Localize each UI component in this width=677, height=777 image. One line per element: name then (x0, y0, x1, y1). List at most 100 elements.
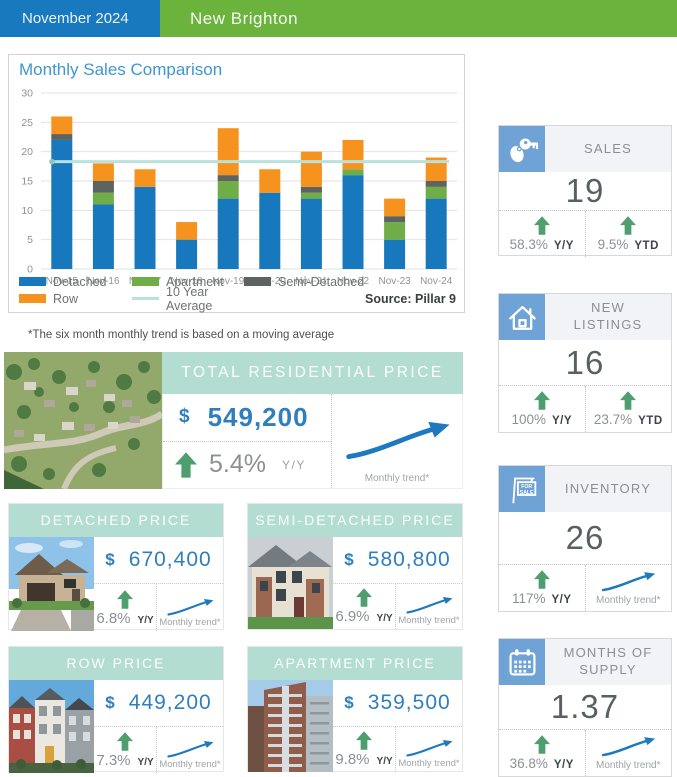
sales-value: 19 (565, 172, 605, 209)
stat-card-header: NEW LISTINGS (499, 294, 671, 340)
up-arrow-icon (533, 391, 550, 410)
svg-text:Nov-22: Nov-22 (337, 276, 370, 287)
yoy-label: Y/Y (553, 240, 574, 252)
monthly-trend-cell: Monthly trend* (584, 565, 672, 611)
svg-text:30: 30 (21, 88, 33, 100)
yoy-metric: 6.8% Y/Y (94, 584, 156, 631)
yoy-label: Y/Y (376, 613, 393, 624)
stat-card-header: FOR SALE INVENTORY (499, 466, 671, 512)
svg-text:15: 15 (21, 176, 33, 188)
legend-label-detached: Detached (53, 274, 107, 289)
svg-text:Nov-16: Nov-16 (87, 276, 120, 287)
monthly-trend-cell: Monthly trend* (156, 727, 223, 773)
monthly-sales-bar-chart: 051015202530Nov-15Nov-16Nov-17Nov-18Nov-… (11, 83, 463, 294)
price-row: $ 670,400 (94, 537, 223, 584)
stat-card-new-listings: NEW LISTINGS 16 100% Y/Y 23.7% YTD (498, 293, 672, 433)
stat-title: INVENTORY (545, 466, 671, 512)
price-row: $ 549,200 (163, 394, 331, 442)
svg-text:Nov-19: Nov-19 (212, 276, 245, 287)
yoy-percent: 117% (511, 591, 546, 606)
row-houses-photo (9, 680, 94, 773)
row-price-value: 449,200 (128, 691, 212, 714)
stat-title: MONTHS OF SUPPLY (545, 639, 671, 685)
svg-text:Nov-23: Nov-23 (378, 276, 411, 287)
yoy-percent: 100% (511, 412, 546, 427)
trend-arrow-icon (598, 571, 658, 593)
svg-text:Nov-21: Nov-21 (295, 276, 328, 287)
monthly-trend-cell: Monthly trend* (331, 394, 462, 488)
currency-symbol: $ (105, 693, 115, 712)
up-arrow-icon (533, 570, 550, 589)
trend-footnote: *The six month monthly trend is based on… (28, 329, 335, 341)
monthly-trend-cell: Monthly trend* (584, 730, 672, 776)
legend-label-row: Row (53, 291, 79, 306)
legend-label-apartment: Apartment (166, 274, 224, 289)
monthly-sales-chart-panel: Monthly Sales Comparison 0 5 10 15 20 25 30 Nov… (8, 54, 465, 313)
up-arrow-icon (356, 588, 372, 607)
months-of-supply-value: 1.37 (550, 688, 620, 725)
svg-text:20: 20 (21, 146, 33, 158)
semi-detached-house-photo (248, 537, 333, 629)
price-row: $ 449,200 (94, 680, 223, 727)
yoy-percent: 5.4% (209, 450, 266, 479)
monthly-trend-label: Monthly trend* (159, 617, 221, 628)
stat-card-header: SALES (499, 126, 671, 172)
yoy-label: Y/Y (137, 757, 154, 768)
trend-arrow-icon (402, 596, 456, 615)
stat-card-months-of-supply: MONTHS OF SUPPLY 1.37 36.8% Y/Y Monthly t… (498, 638, 672, 777)
yoy-percent: 6.8% (96, 610, 131, 627)
trend-arrow-icon (343, 418, 451, 464)
community-banner: New Brighton (160, 0, 677, 37)
yoy-percent: 58.3% (509, 237, 548, 252)
legend-item-apartment: Apartment (132, 275, 244, 289)
stat-metrics: 117% Y/Y Monthly trend* (499, 564, 671, 611)
up-arrow-icon (356, 731, 372, 750)
yoy-percent: 6.9% (335, 608, 370, 625)
monthly-trend-cell: Monthly trend* (395, 727, 462, 772)
ytd-metric: 23.7% YTD (584, 386, 672, 432)
house-icon (499, 294, 545, 340)
yoy-metric: 58.3% Y/Y (499, 211, 585, 257)
yoy-metric: 36.8% Y/Y (499, 730, 585, 776)
yoy-label: Y/Y (553, 759, 574, 771)
total-card-content: TOTAL RESIDENTIAL PRICE $ 549,200 5.4% Y… (162, 352, 463, 489)
trend-arrow-icon (402, 739, 456, 758)
keys-icon (499, 126, 545, 172)
calendar-icon (499, 639, 545, 685)
svg-text:FOR: FOR (521, 484, 532, 490)
yoy-percent: 36.8% (509, 756, 548, 771)
svg-text:5: 5 (27, 234, 33, 246)
legend-item-10-year-average: 10 Year Average (132, 285, 244, 313)
apartment-price-card: APARTMENT PRICE $ 359,500 (247, 646, 463, 772)
community-name: New Brighton (190, 9, 299, 28)
row-price-card: ROW PRICE $ 449,2 (8, 646, 224, 773)
ytd-percent: 9.5% (597, 237, 629, 252)
trend-arrow-icon (598, 736, 658, 758)
yoy-label: Y/Y (551, 594, 572, 606)
up-arrow-icon (117, 732, 133, 751)
up-arrow-icon (533, 735, 550, 754)
apartment-swatch (132, 277, 159, 286)
semi-detached-swatch (244, 277, 271, 286)
svg-text:10: 10 (21, 205, 33, 217)
up-arrow-icon (175, 452, 197, 478)
row-swatch (19, 294, 46, 303)
detached-price-value: 670,400 (128, 548, 212, 571)
monthly-trend-label: Monthly trend* (398, 758, 460, 769)
yoy-metric: 100% Y/Y (499, 386, 585, 432)
yoy-label: Y/Y (281, 457, 306, 472)
svg-text:25: 25 (21, 117, 33, 129)
yoy-label: Y/Y (376, 756, 393, 767)
svg-text:Nov-24: Nov-24 (420, 276, 453, 287)
average-line-swatch (132, 297, 159, 300)
stat-card-header: MONTHS OF SUPPLY (499, 639, 671, 685)
price-row: $ 359,500 (333, 680, 462, 727)
price-row: $ 580,800 (333, 537, 462, 584)
semi-detached-price-card: SEMI-DETACHED PRICE $ 580,800 (247, 503, 463, 630)
monthly-trend-label: Monthly trend* (364, 473, 430, 484)
stat-card-inventory: FOR SALE INVENTORY 26 117% Y/Y Monthly tr… (498, 465, 672, 612)
detached-house-photo (9, 537, 94, 631)
total-price-value: 549,200 (207, 401, 309, 432)
monthly-trend-cell: Monthly trend* (395, 584, 462, 629)
stat-title: SALES (545, 126, 671, 172)
